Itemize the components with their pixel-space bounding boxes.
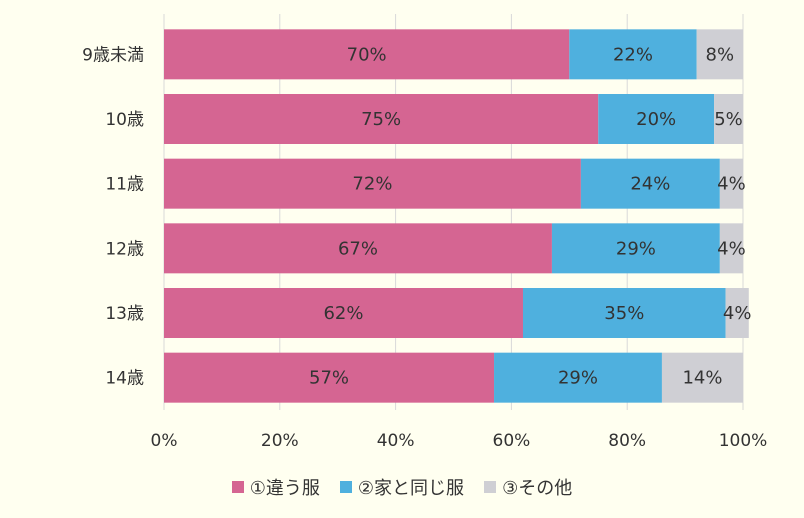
x-tick-label: 100%: [719, 431, 768, 451]
category-label: 10歳: [105, 110, 144, 130]
legend-item-3: ③その他: [484, 474, 572, 500]
data-label: 14%: [682, 368, 722, 389]
bar-segment: [661, 352, 743, 403]
bar-segment: [164, 29, 570, 80]
category-label: 13歳: [105, 304, 144, 324]
legend-swatch-2: [339, 481, 352, 493]
category-label: 12歳: [105, 239, 144, 259]
data-label: 8%: [706, 44, 735, 65]
bar-segment: [598, 94, 715, 144]
bar-segment: [164, 94, 599, 144]
bar-segment: [164, 352, 495, 403]
bar-segment: [719, 158, 743, 209]
x-tick-label: 0%: [151, 431, 178, 451]
bars: 70% 22% 8% 75% 20% 5% 72% 24% 4% 67% 29% 4% 62% 35% 4%…: [164, 29, 752, 403]
legend-label-1: ①違う服: [249, 478, 320, 499]
stacked-bar-chart: 70% 22% 8% 75% 20% 5% 72% 24% 4% 67% 29% 4% 62% 35% 4%…: [82, 14, 768, 451]
bar-segment: [164, 158, 581, 209]
bar-segment: [494, 352, 662, 403]
bar-segment: [551, 223, 720, 274]
bar-segment: [725, 288, 749, 338]
x-tick-label: 60%: [493, 431, 531, 451]
x-axis-tick-labels: 0% 20% 40% 60% 80% 100%: [151, 431, 768, 451]
bar-segment: [696, 29, 743, 80]
data-label: 4%: [723, 303, 752, 324]
data-label: 72%: [352, 174, 392, 195]
data-label: 20%: [636, 109, 676, 130]
x-tick-label: 20%: [261, 431, 299, 451]
x-tick-label: 40%: [377, 431, 415, 451]
data-label: 57%: [309, 368, 349, 389]
bar-segment: [714, 94, 743, 144]
data-label: 4%: [717, 238, 746, 259]
legend: ①違う服 ②家と同じ服 ③その他: [0, 472, 804, 502]
data-label: 62%: [323, 303, 363, 324]
data-label: 35%: [604, 303, 644, 324]
category-label: 9歳未満: [82, 45, 144, 65]
bar-segment: [522, 288, 726, 338]
bar-segment: [580, 158, 720, 209]
data-label: 70%: [347, 44, 387, 65]
legend-item-2: ②家と同じ服: [339, 474, 465, 500]
data-label: 22%: [613, 44, 653, 65]
category-label: 14歳: [105, 369, 144, 389]
bar-segment: [164, 223, 552, 274]
legend-label-3: ③その他: [502, 478, 573, 499]
category-labels: 9歳未満 10歳 11歳 12歳 13歳 14歳: [82, 45, 144, 388]
data-label: 75%: [361, 109, 401, 130]
gridlines: [163, 14, 744, 410]
data-label: 29%: [616, 238, 656, 259]
legend-swatch-3: [484, 481, 497, 493]
legend-label-2: ②家と同じ服: [357, 478, 465, 499]
legend-swatch-1: [231, 481, 244, 493]
data-label: 29%: [558, 368, 598, 389]
bar-segment: [569, 29, 697, 80]
data-label: 67%: [338, 238, 378, 259]
data-label: 5%: [714, 109, 743, 130]
x-tick-label: 80%: [608, 431, 646, 451]
data-label: 4%: [717, 174, 746, 195]
bar-segment: [164, 288, 523, 338]
bar-segment: [719, 223, 743, 274]
legend-item-1: ①違う服: [231, 474, 320, 500]
data-label: 24%: [630, 174, 670, 195]
category-label: 11歳: [105, 175, 144, 195]
